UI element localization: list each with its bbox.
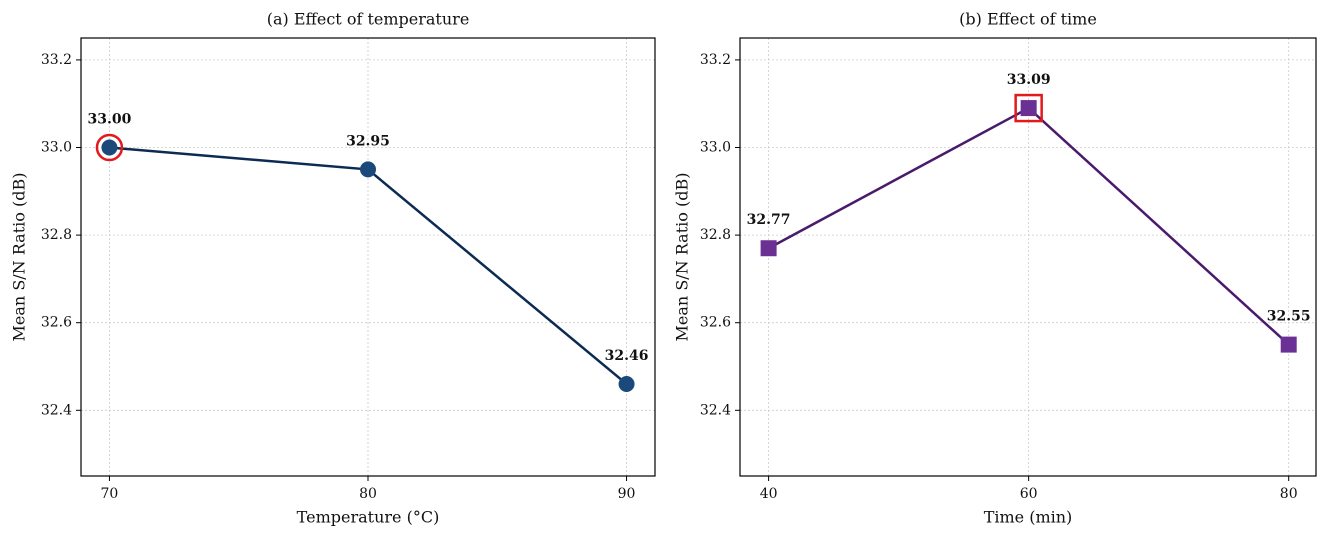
data-marker <box>1280 336 1297 353</box>
y-axis-title: Mean S/N Ratio (dB) <box>10 173 29 342</box>
y-tick-label: 32.8 <box>41 227 72 243</box>
y-tick-label: 32.6 <box>41 315 72 331</box>
data-marker <box>760 240 777 257</box>
x-tick-label: 80 <box>359 486 377 502</box>
y-tick-label: 33.0 <box>700 140 731 156</box>
data-marker <box>1020 100 1037 117</box>
y-tick-label: 32.6 <box>700 315 731 331</box>
y-tick-label: 33.2 <box>700 52 731 68</box>
data-marker <box>618 376 635 393</box>
x-axis-title: Temperature (°C) <box>297 508 440 527</box>
x-tick-label: 40 <box>760 486 778 502</box>
data-label: 32.95 <box>346 133 390 149</box>
data-label: 32.77 <box>747 212 791 228</box>
plot-frame <box>80 37 656 477</box>
y-tick-label: 32.4 <box>41 402 72 418</box>
data-label: 32.46 <box>605 348 649 364</box>
data-marker <box>101 139 118 156</box>
chart-panel: (a) Effect of temperature Temperature (°C… <box>10 10 656 527</box>
data-label: 33.09 <box>1007 72 1051 88</box>
y-tick-label: 32.4 <box>700 402 731 418</box>
y-tick-label: 33.2 <box>41 52 72 68</box>
data-label: 32.55 <box>1267 309 1311 325</box>
data-label: 33.00 <box>88 112 132 128</box>
x-tick-label: 80 <box>1280 486 1298 502</box>
y-axis-title: Mean S/N Ratio (dB) <box>673 173 692 342</box>
chart-panel: (b) Effect of time Time (min) Mean S/N Rat… <box>673 10 1317 527</box>
x-tick-label: 90 <box>618 486 636 502</box>
chart-title: (b) Effect of time <box>959 10 1097 29</box>
highlight <box>1014 93 1043 123</box>
highlight <box>95 133 124 162</box>
chart-title: (a) Effect of temperature <box>267 10 470 29</box>
plot-frame <box>739 37 1317 477</box>
y-tick-label: 32.8 <box>700 227 731 243</box>
x-tick-label: 60 <box>1020 486 1038 502</box>
x-axis-title: Time (min) <box>984 508 1073 527</box>
x-tick-label: 70 <box>101 486 119 502</box>
y-tick-label: 33.0 <box>41 140 72 156</box>
data-marker <box>360 161 376 178</box>
